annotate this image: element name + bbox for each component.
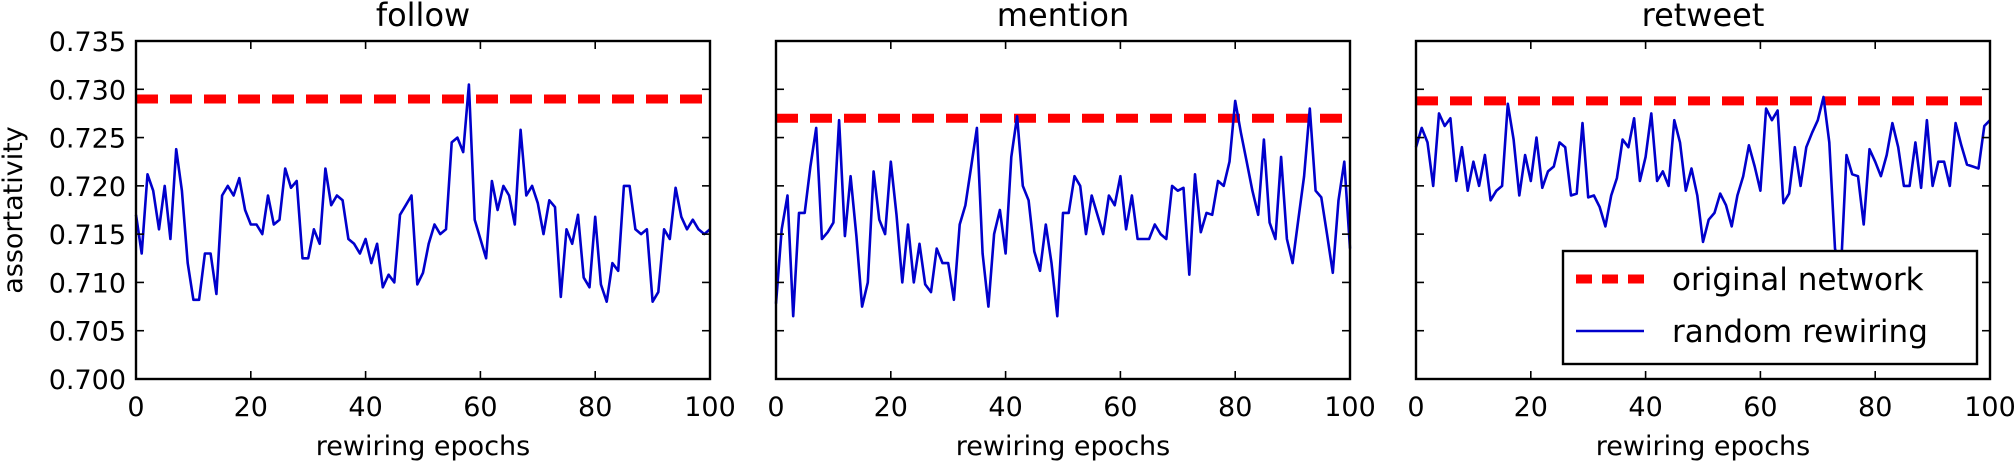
follow-xtick-label: 100 xyxy=(684,392,736,423)
follow-random-rewiring-line xyxy=(134,83,711,304)
mention-xtick-label: 60 xyxy=(1103,392,1137,423)
mention-xtick-label: 20 xyxy=(874,392,908,423)
follow-xtick-label: 80 xyxy=(578,392,612,423)
retweet-xlabel: rewiring epochs xyxy=(1596,431,1810,461)
mention-random-rewiring-line xyxy=(774,99,1352,318)
retweet-xtick-label: 0 xyxy=(1407,392,1424,423)
retweet-xtick-label: 40 xyxy=(1628,392,1662,423)
retweet-xtick-label: 100 xyxy=(1964,392,2016,423)
retweet-xtick-label: 20 xyxy=(1514,392,1548,423)
retweet-panel: retweet rewiring epochs 0 20 40 60 80 100 orig… xyxy=(1407,0,2015,461)
follow-xtick-label: 60 xyxy=(463,392,497,423)
mention-panel: mention rewiring epochs 0 20 40 60 80 100 xyxy=(767,0,1375,461)
follow-ytick-label: 0.705 xyxy=(49,317,126,348)
mention-xtick-label: 80 xyxy=(1218,392,1252,423)
follow-title: follow xyxy=(376,0,470,34)
legend-label: original network xyxy=(1672,262,1924,298)
follow-ytick-label: 0.700 xyxy=(49,365,126,396)
mention-xtick-label: 0 xyxy=(767,392,784,423)
retweet-xtick-label: 80 xyxy=(1858,392,1892,423)
follow-xtick-label: 0 xyxy=(127,392,144,423)
retweet-title: retweet xyxy=(1642,0,1765,34)
follow-ytick-label: 0.735 xyxy=(49,27,126,58)
follow-xlabel: rewiring epochs xyxy=(316,431,530,461)
mention-title: mention xyxy=(997,0,1129,34)
follow-panel: follow rewiring epochs assortativity 0 20… xyxy=(0,0,736,461)
legend-label: random rewiring xyxy=(1672,314,1928,350)
follow-xtick-label: 20 xyxy=(234,392,268,423)
mention-xlabel: rewiring epochs xyxy=(956,431,1170,461)
follow-ytick-label: 0.720 xyxy=(49,172,126,203)
follow-ytick-label: 0.715 xyxy=(49,220,126,251)
follow-axes-frame xyxy=(134,39,712,381)
retweet-random-rewiring-line xyxy=(1414,95,1991,275)
legend-box xyxy=(1561,249,1979,366)
follow-ytick-label: 0.730 xyxy=(49,75,126,106)
mention-xtick-label: 100 xyxy=(1324,392,1376,423)
follow-xtick-label: 40 xyxy=(348,392,382,423)
follow-ylabel: assortativity xyxy=(0,126,29,294)
mention-axes-frame xyxy=(774,39,1352,381)
legend: original network random rewiring xyxy=(1561,249,1979,366)
follow-ytick-label: 0.710 xyxy=(49,268,126,299)
mention-xtick-label: 40 xyxy=(988,392,1022,423)
follow-ytick-label: 0.725 xyxy=(49,124,126,155)
retweet-xtick-label: 60 xyxy=(1743,392,1777,423)
retweet-axes-frame xyxy=(1414,39,1992,381)
